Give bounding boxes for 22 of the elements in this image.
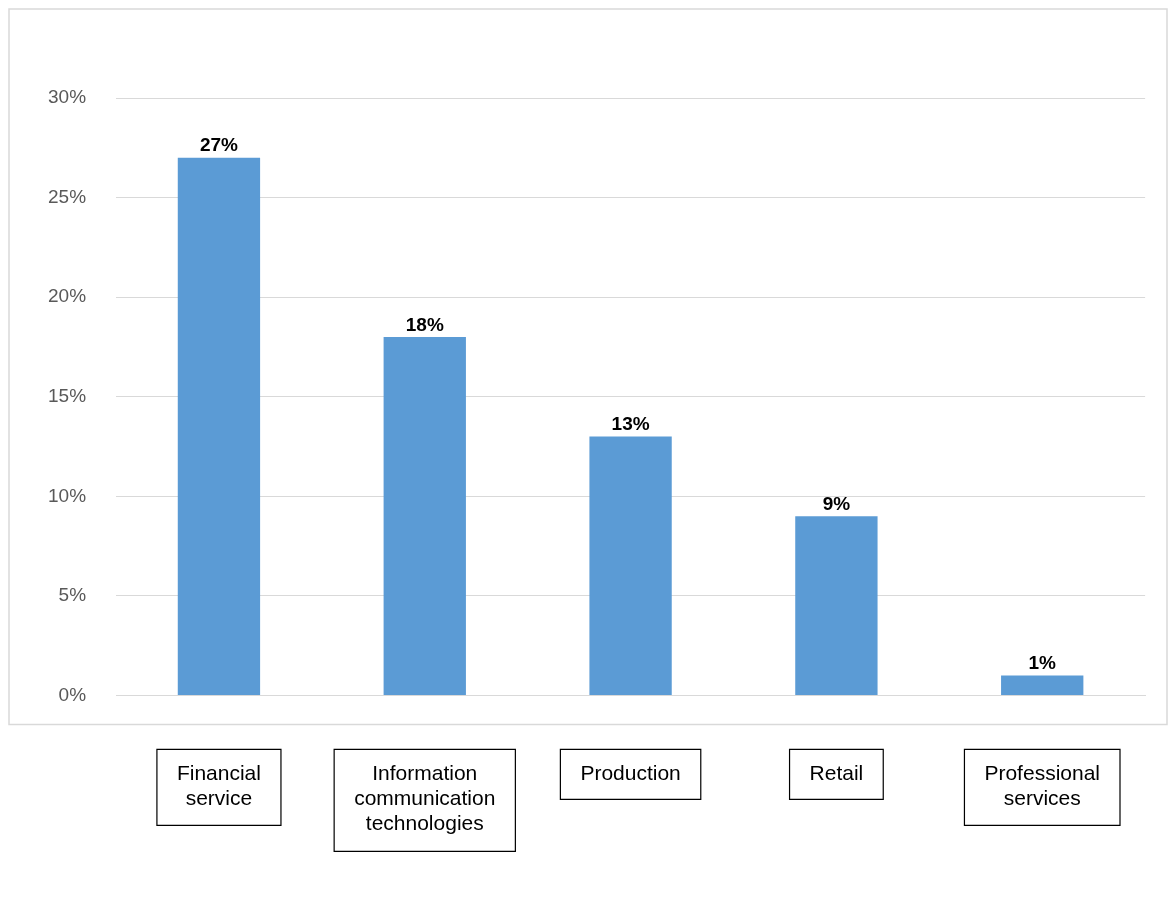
x-tick-label: Financial service <box>176 760 261 809</box>
bar <box>1001 675 1084 695</box>
data-label: 27% <box>199 134 239 156</box>
x-tick-label: Retail <box>809 760 864 784</box>
x-tick-label: Production <box>580 760 681 784</box>
x-tick-label: Professional services <box>984 760 1100 809</box>
x-tick-label: Information communication technologies <box>354 760 496 835</box>
y-tick-label: 25% <box>48 185 87 207</box>
y-tick-label: 5% <box>58 584 87 606</box>
y-tick-label: 30% <box>48 86 87 108</box>
bar <box>795 516 878 695</box>
data-label: 13% <box>611 413 650 435</box>
data-label: 18% <box>405 313 444 335</box>
y-tick-label: 15% <box>48 384 87 406</box>
data-label: 9% <box>822 492 851 514</box>
data-label: 1% <box>1028 652 1057 674</box>
bar <box>383 336 466 695</box>
y-tick-label: 0% <box>58 683 87 705</box>
bar <box>177 157 261 695</box>
y-tick-label: 20% <box>48 285 87 307</box>
y-tick-label: 10% <box>48 484 87 506</box>
bar <box>589 436 672 695</box>
